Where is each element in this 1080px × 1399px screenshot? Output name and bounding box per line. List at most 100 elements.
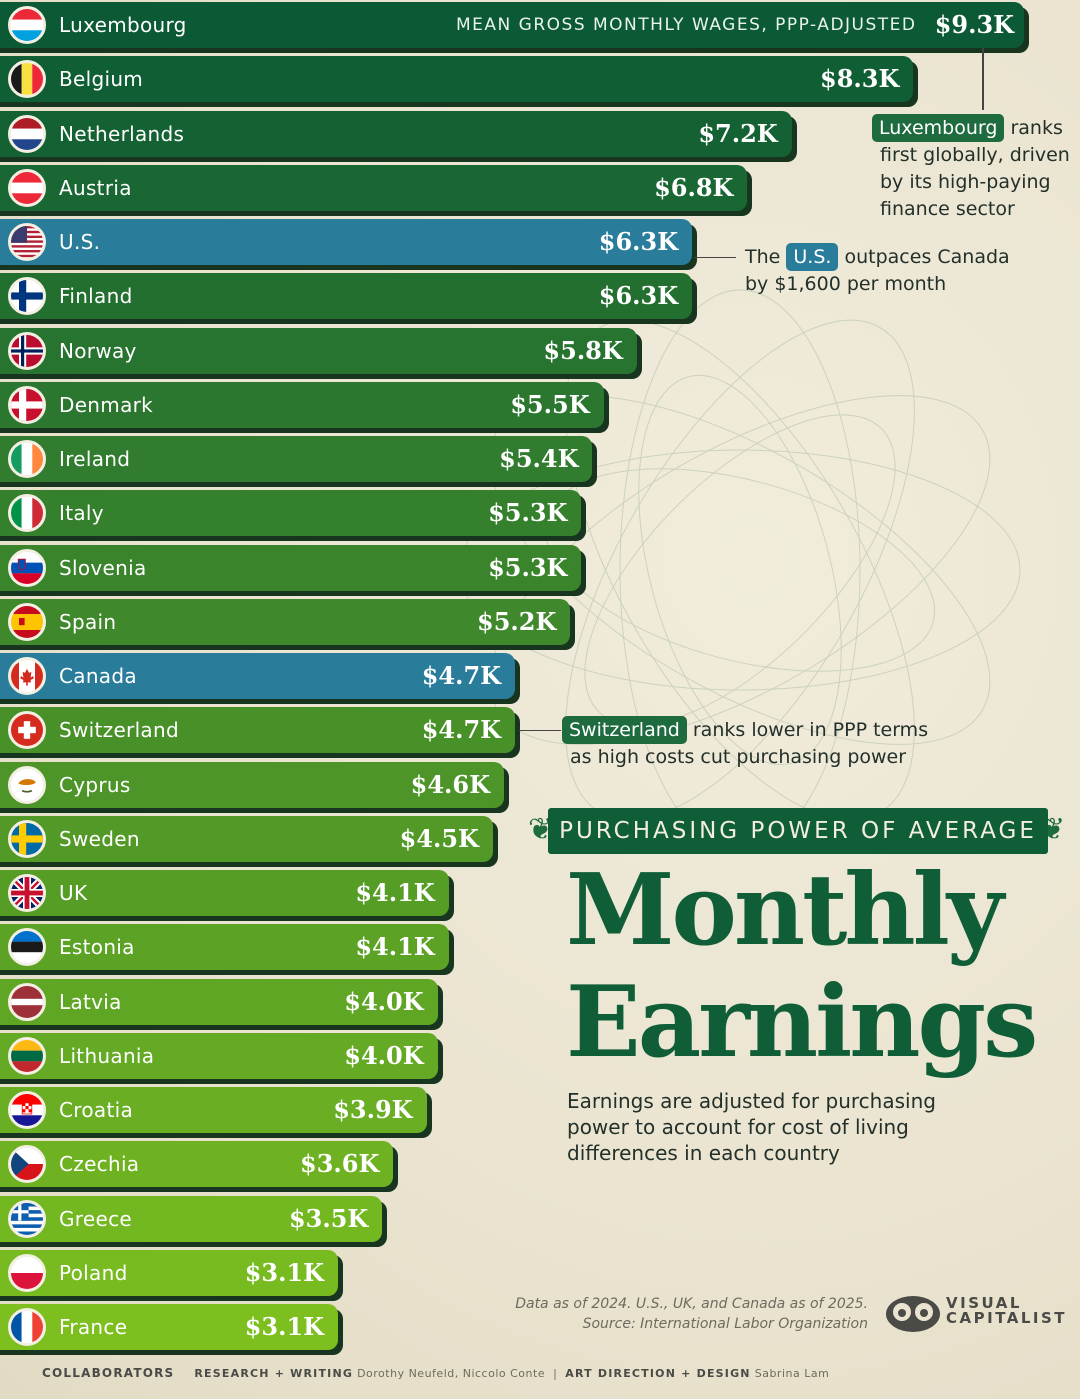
visual-capitalist-logo-icon — [886, 1296, 940, 1332]
source-note: Source: International Labor Organization — [582, 1316, 868, 1332]
flag-france-icon — [8, 1308, 46, 1346]
bar-row-greece: Greece $3.5K — [0, 1195, 388, 1247]
bar-greece: Greece $3.5K — [0, 1195, 383, 1242]
country-label: Luxembourg — [59, 13, 187, 37]
country-label: Estonia — [59, 935, 135, 960]
country-label: U.S. — [59, 230, 101, 254]
flag-switzerland-icon — [8, 711, 46, 750]
bar-row-luxembourg: Luxembourg $9.3K — [0, 2, 1030, 53]
flag-croatia-icon — [8, 1091, 46, 1129]
value-label: $4.7K — [421, 715, 502, 745]
bar-row-spain: Spain $5.2K — [0, 598, 576, 650]
value-label: $3.9K — [333, 1095, 413, 1124]
country-label: Norway — [59, 338, 137, 363]
value-label: $5.3K — [488, 498, 568, 528]
country-label: Italy — [59, 501, 104, 526]
value-label: $3.1K — [244, 1257, 324, 1287]
bar-row-france: France $3.1K — [0, 1304, 344, 1355]
flag-lithuania-icon — [8, 1036, 46, 1075]
value-label: $8.3K — [820, 64, 900, 94]
luxembourg-annotation-line4: finance sector — [880, 198, 1015, 220]
country-label: Latvia — [59, 989, 122, 1014]
brand-line1: VISUAL — [946, 1294, 1022, 1312]
country-label: UK — [59, 881, 88, 905]
flag-denmark-icon — [8, 385, 46, 424]
flag-slovenia-icon — [8, 548, 46, 587]
us-annotation: The U.S. outpaces Canada by $1,600 per m… — [745, 243, 1045, 298]
bar-row-us: U.S. $6.3K — [0, 219, 698, 270]
flag-norway-icon — [8, 331, 46, 370]
us-leader-line — [694, 257, 736, 258]
flag-czechia-icon — [8, 1145, 46, 1184]
bar-belgium: Belgium $8.3K — [0, 56, 914, 103]
flag-uk-icon — [8, 874, 46, 912]
switzerland-annotation: Switzerland ranks lower in PPP terms as … — [562, 716, 982, 771]
value-label: $4.0K — [344, 986, 424, 1016]
bar-denmark: Denmark $5.5K — [0, 381, 604, 428]
flag-luxembourg-icon — [8, 6, 46, 44]
luxembourg-annotation-line3: by its high-paying — [880, 171, 1051, 193]
switzerland-annotation-line2: as high costs cut purchasing power — [570, 746, 907, 768]
chart-description: Earnings are adjusted for purchasing pow… — [567, 1089, 936, 1165]
flag-greece-icon — [8, 1199, 46, 1238]
bar-netherlands: Netherlands $7.2K — [0, 110, 792, 157]
flag-canada-icon — [8, 657, 46, 695]
bar-sweden: Sweden $4.5K — [0, 815, 493, 862]
flag-cyprus-icon — [8, 765, 46, 804]
value-label: $6.3K — [598, 227, 679, 256]
country-label: Greece — [59, 1206, 132, 1231]
value-label: $5.8K — [543, 335, 623, 365]
bar-poland: Poland $3.1K — [0, 1249, 338, 1296]
value-label: $7.2K — [698, 118, 778, 148]
chart-subtitle: MEAN GROSS MONTHLY WAGES, PPP-ADJUSTED — [456, 15, 917, 35]
country-label: Switzerland — [59, 718, 179, 743]
luxembourg-tag: Luxembourg — [872, 114, 1005, 142]
bar-row-ireland: Ireland $5.4K — [0, 436, 598, 487]
bar-row-croatia: Croatia $3.9K — [0, 1087, 433, 1138]
bar-luxembourg: Luxembourg $9.3K — [0, 2, 1024, 48]
bar-row-uk: UK $4.1K — [0, 870, 455, 921]
bar-row-latvia: Latvia $4.0K — [0, 978, 444, 1030]
value-label: $4.0K — [344, 1040, 424, 1070]
flag-belgium-icon — [8, 60, 46, 99]
bar-italy: Italy $5.3K — [0, 490, 582, 537]
bar-row-italy: Italy $5.3K — [0, 490, 587, 542]
us-annotation-line2: by $1,600 per month — [745, 273, 947, 295]
chart-title-line1: Monthly — [566, 853, 1004, 968]
bar-cyprus: Cyprus $4.6K — [0, 761, 504, 808]
bar-row-poland: Poland $3.1K — [0, 1249, 344, 1301]
switzerland-annotation-text: ranks lower in PPP terms — [692, 719, 929, 741]
country-label: Spain — [59, 609, 117, 634]
luxembourg-annotation-text: ranks — [1010, 117, 1063, 139]
chart-kicker: PURCHASING POWER OF AVERAGE — [559, 818, 1037, 844]
bar-lithuania: Lithuania $4.0K — [0, 1032, 438, 1079]
country-label: Lithuania — [59, 1043, 155, 1068]
value-label: $3.6K — [300, 1149, 380, 1179]
design-label: ART DIRECTION + DESIGN — [565, 1367, 751, 1380]
flag-poland-icon — [8, 1253, 46, 1292]
chart-title: Monthly Earnings — [566, 853, 1038, 1080]
switzerland-tag: Switzerland — [562, 716, 687, 744]
bar-row-lithuania: Lithuania $4.0K — [0, 1032, 444, 1084]
bar-canada: Canada $4.7K — [0, 653, 516, 699]
flag-austria-icon — [8, 168, 46, 207]
bar-latvia: Latvia $4.0K — [0, 978, 438, 1025]
value-label: $6.3K — [598, 281, 679, 311]
country-label: Cyprus — [59, 772, 131, 797]
bar-spain: Spain $5.2K — [0, 598, 571, 645]
bar-finland: Finland $6.3K — [0, 273, 693, 320]
value-label: $4.6K — [410, 769, 490, 799]
bar-row-estonia: Estonia $4.1K — [0, 924, 455, 976]
value-label: $5.2K — [477, 606, 557, 636]
value-label: $3.5K — [288, 1203, 369, 1233]
flag-spain-icon — [8, 602, 46, 641]
us-annotation-text: outpaces Canada — [844, 246, 1010, 268]
country-label: Denmark — [59, 392, 154, 417]
country-label: Canada — [59, 664, 137, 688]
country-label: Belgium — [59, 67, 144, 92]
country-label: Croatia — [59, 1098, 133, 1122]
chart-title-line2: Earnings — [566, 965, 1038, 1080]
country-label: Czechia — [59, 1152, 140, 1177]
value-label: $4.5K — [399, 823, 479, 853]
bar-row-austria: Austria $6.8K — [0, 164, 753, 216]
